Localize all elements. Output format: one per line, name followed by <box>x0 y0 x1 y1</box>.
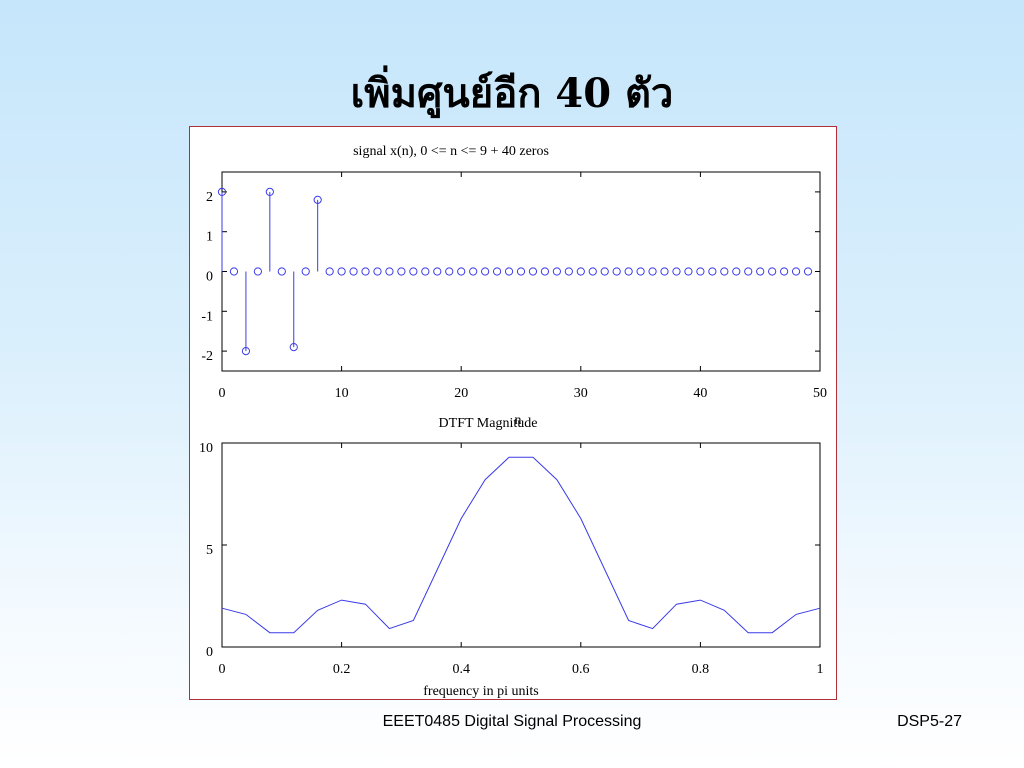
dtft-plot-marks <box>221 456 821 634</box>
slide-title: เพิ่มศูนย์อีก 40 ตัว <box>350 70 674 117</box>
stem-marker <box>229 267 239 276</box>
stem-xtick-label: 50 <box>813 386 827 401</box>
stem-marker <box>708 267 717 276</box>
stem-marker <box>624 267 633 276</box>
stem-marker <box>636 267 645 276</box>
stem-marker <box>600 267 609 276</box>
stem-marker <box>253 267 262 276</box>
dtft-xtick-label: 0.4 <box>452 662 470 677</box>
stem-plot-axes <box>221 171 821 372</box>
dtft-ytick-label: 5 <box>206 543 213 558</box>
stem-marker <box>756 267 765 276</box>
dtft-plot-xlabel: frequency in pi units <box>423 684 538 699</box>
dtft-plot-title: DTFT Magnitude <box>439 416 538 431</box>
dtft-ytick-label: 0 <box>206 645 213 660</box>
stem-marker <box>445 267 454 276</box>
stem-marker <box>349 267 358 276</box>
stem-marker <box>564 267 573 276</box>
stem-ytick-label: -1 <box>201 309 213 324</box>
stem-marker <box>780 267 789 276</box>
stem-marker <box>289 343 298 352</box>
stem-marker <box>803 267 813 276</box>
stem-marker <box>409 267 418 276</box>
stem-xtick-label: 10 <box>335 386 349 401</box>
dtft-xtick-label: 0.6 <box>572 662 590 677</box>
stem-ytick-label: -2 <box>201 349 213 364</box>
stem-marker <box>469 267 478 276</box>
stem-marker <box>660 267 669 276</box>
figure-frame: signal x(n), 0 <= n <= 9 + 40 zeros 0 10 2… <box>189 126 837 700</box>
stem-marker <box>457 267 466 276</box>
stem-marker <box>552 267 561 276</box>
stem-marker <box>241 347 251 356</box>
stem-marker <box>768 267 777 276</box>
stem-marker <box>516 267 526 276</box>
stem-marker <box>576 267 585 276</box>
stem-marker <box>397 267 406 276</box>
stem-marker <box>612 267 621 276</box>
stem-marker <box>421 267 430 276</box>
footer-page-number: DSP5-27 <box>897 713 962 730</box>
stem-marker <box>696 267 705 276</box>
stem-marker <box>481 267 490 276</box>
stem-marker <box>672 267 681 276</box>
stem-marker <box>528 267 538 276</box>
dtft-xtick-label: 0.8 <box>692 662 710 677</box>
stem-marker <box>301 267 310 276</box>
stem-plot: signal x(n), 0 <= n <= 9 + 40 zeros 0 10 2… <box>201 144 827 428</box>
stem-xtick-label: 40 <box>693 386 707 401</box>
stem-marker <box>361 267 370 276</box>
stem-ytick-label: 0 <box>206 270 213 285</box>
stem-marker <box>277 267 286 276</box>
stem-marker <box>313 195 322 204</box>
stem-plot-marks <box>217 187 813 356</box>
stem-marker <box>492 267 502 276</box>
stem-plot-xlabel: n <box>515 413 522 428</box>
footer-course-name: EEET0485 Digital Signal Processing <box>382 713 642 730</box>
dtft-series-line <box>221 456 821 634</box>
stem-marker <box>684 267 693 276</box>
stem-marker <box>373 267 382 276</box>
stem-marker <box>791 267 801 276</box>
stem-ytick-label: 2 <box>206 190 213 205</box>
stem-marker <box>337 267 346 276</box>
stem-xtick-label: 0 <box>219 386 226 401</box>
stem-marker <box>265 187 274 197</box>
stem-marker <box>588 267 597 276</box>
stem-marker <box>325 267 334 276</box>
dtft-ytick-label: 10 <box>199 441 213 456</box>
stem-marker <box>744 267 753 276</box>
stem-marker <box>648 267 657 276</box>
dtft-xtick-label: 1 <box>817 662 824 677</box>
stem-marker <box>540 267 550 276</box>
stem-marker <box>433 267 442 276</box>
figure-plots: signal x(n), 0 <= n <= 9 + 40 zeros 0 10 2… <box>199 144 827 699</box>
stem-marker <box>504 267 514 276</box>
stem-marker <box>720 267 729 276</box>
dtft-xtick-label: 0 <box>219 662 226 677</box>
stem-marker <box>385 267 394 276</box>
dtft-xtick-label: 0.2 <box>333 662 351 677</box>
stem-marker <box>732 267 741 276</box>
stem-ytick-label: 1 <box>206 230 213 245</box>
stem-marker <box>217 187 227 197</box>
stem-plot-title: signal x(n), 0 <= n <= 9 + 40 zeros <box>353 144 549 159</box>
stem-plot-ticks: 0 10 20 30 40 50 -2 -1 0 1 2 <box>201 172 827 401</box>
stem-xtick-label: 20 <box>454 386 468 401</box>
stem-xtick-label: 30 <box>574 386 588 401</box>
